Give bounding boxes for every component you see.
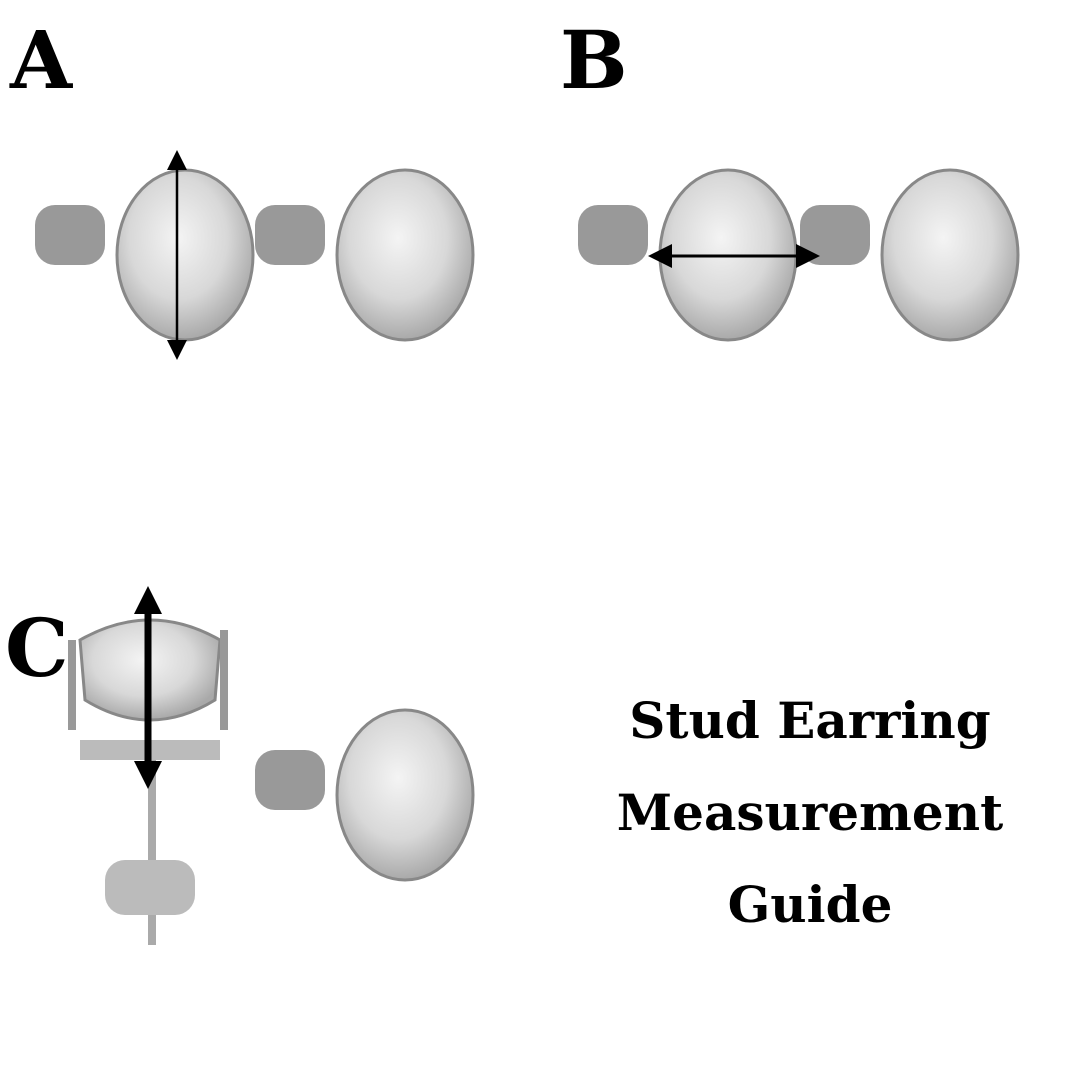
earring-a-1 — [35, 168, 255, 342]
label-b: B — [560, 13, 628, 107]
guide-title: Stud Earring Measurement Guide — [590, 675, 1030, 951]
label-a: A — [10, 13, 73, 107]
earring-a-2 — [255, 168, 475, 342]
title-line-2: Measurement — [616, 783, 1004, 842]
earring-c-front — [255, 708, 475, 882]
title-line-1: Stud Earring — [629, 691, 991, 750]
label-c: C — [5, 601, 69, 695]
earring-b-2 — [800, 168, 1020, 342]
title-line-3: Guide — [727, 875, 893, 934]
